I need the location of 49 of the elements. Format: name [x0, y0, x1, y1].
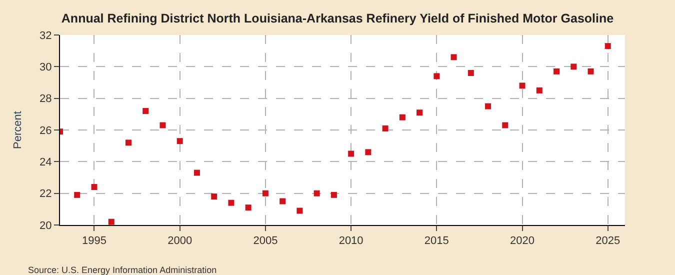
point [74, 192, 80, 198]
x-tick-label: 2025 [596, 235, 620, 248]
y-tick-label: 32 [40, 30, 52, 42]
x-tick-label: 2015 [424, 235, 449, 248]
point [570, 64, 577, 70]
point [434, 73, 440, 80]
source-note: Source: U.S. Energy Information Administration [28, 265, 217, 275]
point [502, 122, 508, 128]
point [280, 198, 286, 204]
y-tick-label: 26 [40, 124, 52, 137]
point [330, 192, 337, 198]
point [399, 114, 406, 120]
point [604, 43, 611, 50]
point [485, 103, 492, 110]
x-tick-label: 2000 [168, 235, 192, 248]
y-tick-label: 28 [40, 93, 52, 106]
point [416, 110, 423, 116]
point [296, 208, 303, 214]
point [554, 68, 560, 74]
point [245, 204, 252, 211]
x-tick-label: 1995 [82, 235, 106, 248]
point [588, 68, 594, 74]
point [228, 200, 234, 206]
point [365, 149, 372, 156]
point [125, 140, 132, 146]
point [211, 194, 218, 200]
point [91, 184, 98, 190]
point [348, 150, 354, 157]
point [194, 170, 200, 176]
point [262, 190, 268, 196]
x-tick-label: 2005 [253, 235, 278, 248]
x-tick-label: 2020 [510, 235, 535, 248]
point [382, 125, 388, 132]
y-tick-label: 20 [40, 220, 52, 232]
point [108, 218, 114, 225]
point [536, 87, 542, 94]
chart-title: Annual Refining District North Louisiana-Arkansas Refinery Yield of Finished Motor Gasoline [61, 12, 614, 26]
y-tick-label: 22 [40, 188, 52, 200]
point [314, 190, 320, 196]
y-tick-label: 30 [40, 62, 52, 74]
point [468, 70, 474, 76]
point [160, 122, 166, 128]
x-tick-label: 2010 [338, 235, 364, 248]
point [176, 138, 183, 144]
point [450, 54, 457, 60]
y-axis-title: Percent [12, 111, 24, 149]
point [519, 82, 526, 89]
point [142, 108, 149, 114]
y-tick-label: 24 [40, 156, 52, 169]
